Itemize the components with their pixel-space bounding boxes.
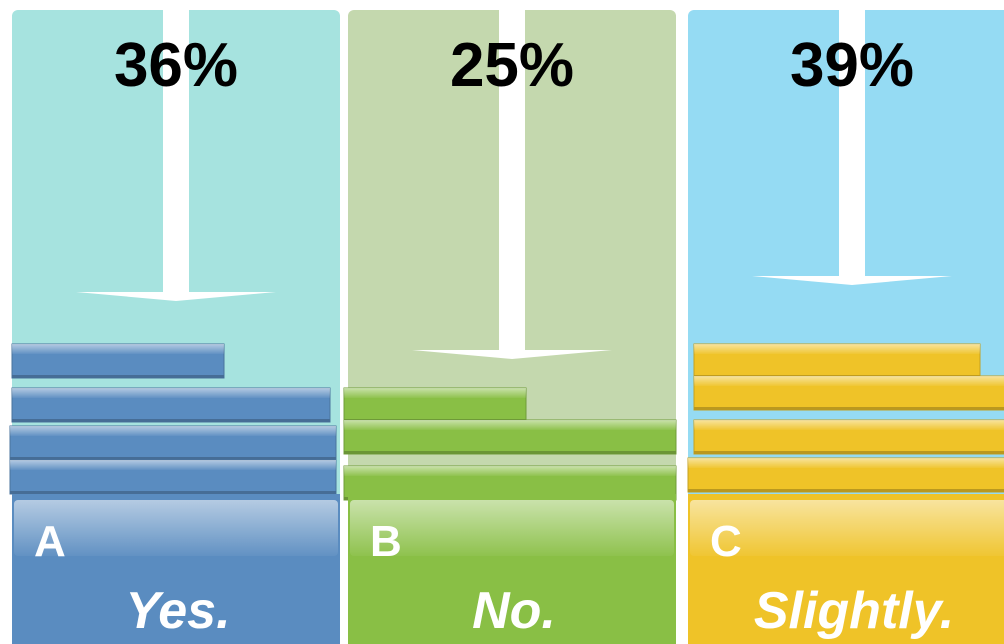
stack-block-shadow — [10, 491, 336, 494]
stack-block-shine — [12, 388, 330, 398]
stack-block-shadow — [12, 419, 330, 422]
arrow-head-icon — [752, 276, 952, 285]
arrow-head-icon — [412, 350, 612, 359]
stack-block-shine — [12, 344, 224, 354]
arrow-head-icon — [76, 292, 276, 301]
answer-label: No. — [472, 582, 556, 640]
stack-block-shine — [688, 458, 1004, 468]
stack-block-shadow — [10, 457, 336, 460]
answer-label: Slightly. — [754, 582, 954, 640]
stack-block-shine — [344, 388, 526, 398]
stack-block-shine — [344, 420, 676, 430]
option-letter-label: A — [34, 517, 66, 566]
answer-label: Yes. — [125, 582, 230, 640]
option-letter-label: C — [710, 517, 742, 566]
stack-block-shadow — [694, 407, 1004, 410]
option-letter-label: B — [370, 517, 402, 566]
stack-block-shine — [10, 426, 336, 436]
answer-base-shine — [14, 500, 338, 556]
answer-base-shine — [350, 500, 674, 556]
percentage-label: 36% — [114, 31, 238, 100]
stack-block-shine — [10, 460, 336, 470]
stack-block-shine — [694, 376, 1004, 386]
arrow-icon — [839, 10, 865, 282]
answer-column-b: 25% B No. — [343, 10, 677, 644]
stack-block-shine — [694, 420, 1004, 430]
arrow-icon — [163, 10, 189, 298]
answer-base-shine — [690, 500, 1004, 556]
percentage-label: 25% — [450, 31, 574, 100]
answer-column-a: 36% A Yes. — [9, 10, 340, 644]
arrow-icon — [499, 10, 525, 356]
stack-block-shadow — [344, 451, 676, 454]
percentage-label: 39% — [790, 31, 914, 100]
stack-block-shadow — [694, 451, 1004, 454]
stack-block-shine — [344, 466, 676, 476]
stack-block-shadow — [688, 489, 1004, 492]
stack-block-shadow — [12, 375, 224, 378]
stack-block-shine — [694, 344, 980, 354]
